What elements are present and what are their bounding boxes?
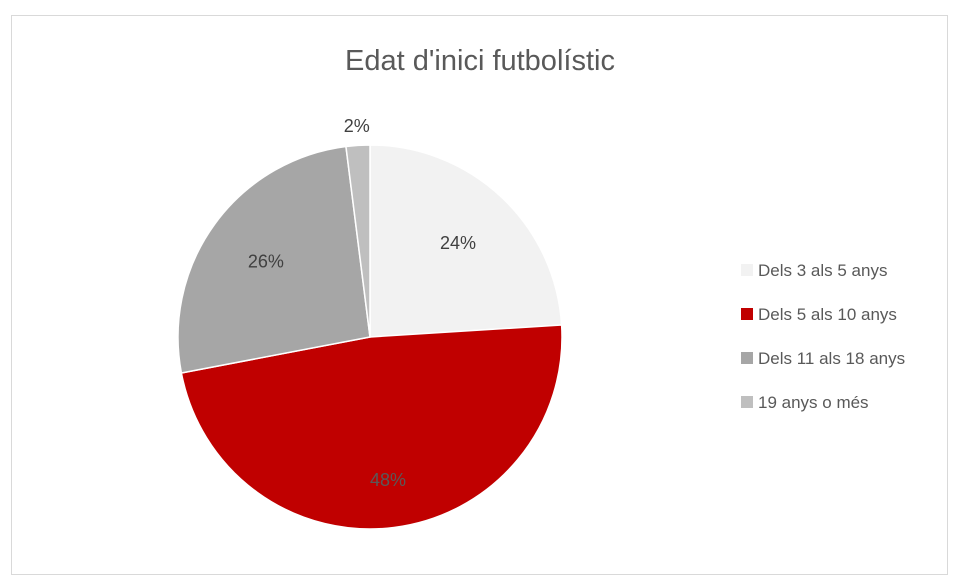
legend-label-4: 19 anys o més xyxy=(758,393,869,412)
legend-swatch-3 xyxy=(741,352,753,364)
pie-slice-4 xyxy=(345,144,371,338)
legend-label-2: Dels 5 als 10 anys xyxy=(758,305,897,324)
legend-label-3: Dels 11 als 18 anys xyxy=(758,349,905,368)
legend: Dels 3 als 5 anys Dels 5 als 10 anys Dels … xyxy=(741,261,905,412)
pie-slices xyxy=(177,144,563,530)
pie-slice-1 xyxy=(369,144,563,338)
data-label-2: 48% xyxy=(370,470,406,490)
legend-label-1: Dels 3 als 5 anys xyxy=(758,261,887,280)
legend-swatch-4 xyxy=(741,396,753,408)
legend-swatch-1 xyxy=(741,264,753,276)
chart-title: Edat d'inici futbolístic xyxy=(345,45,615,77)
data-label-1: 24% xyxy=(440,233,476,253)
legend-swatch-2 xyxy=(741,308,753,320)
pie-data-labels: 24% 48% 26% 2% xyxy=(248,116,476,490)
pie-slice-2 xyxy=(180,324,563,530)
pie-slice-3 xyxy=(177,145,371,374)
data-label-3: 26% xyxy=(248,251,284,271)
data-label-4: 2% xyxy=(344,116,370,136)
